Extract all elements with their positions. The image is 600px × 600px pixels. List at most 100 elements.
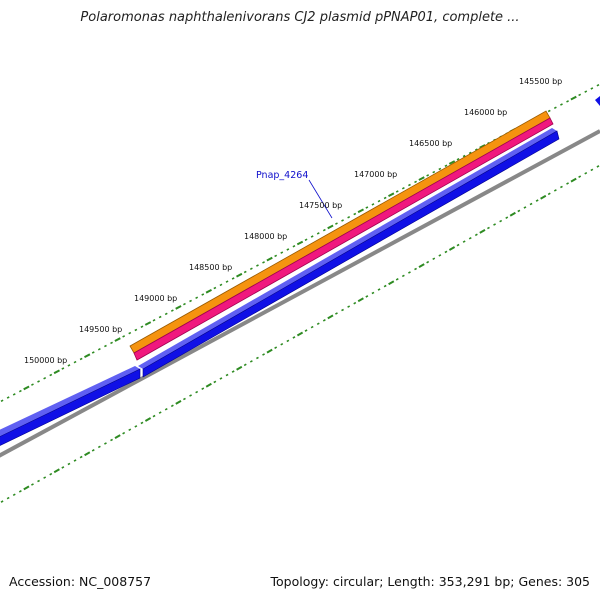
- outer-tick: [590, 87, 594, 90]
- topology-footer: Topology: circular; Length: 353,291 bp; …: [270, 574, 591, 589]
- blue-feature-left[interactable]: [0, 366, 141, 448]
- inner-tick: [327, 314, 334, 320]
- inner-tick: [225, 373, 229, 377]
- inner-tick: [114, 434, 121, 439]
- inner-tick: [195, 390, 199, 394]
- inner-tick: [493, 223, 496, 226]
- outer-tick: [310, 235, 314, 238]
- inner-tick: [231, 370, 235, 373]
- inner-tick: [189, 394, 192, 397]
- inner-tick: [438, 254, 442, 257]
- inner-tick: [535, 199, 539, 202]
- inner-tick: [79, 455, 83, 459]
- outer-tick: [231, 277, 235, 280]
- outer-tick: [322, 228, 326, 232]
- inner-tick: [479, 229, 486, 234]
- inner-tick: [529, 202, 533, 206]
- scale-label: 147500 bp: [299, 201, 342, 210]
- inner-tick: [432, 257, 436, 261]
- outer-tick: [553, 106, 557, 110]
- inner-tick: [23, 485, 30, 491]
- blue-feature-main[interactable]: [138, 128, 560, 378]
- inner-tick-ring: [0, 165, 600, 503]
- outer-tick: [296, 240, 304, 246]
- inner-tick: [134, 425, 138, 428]
- outer-tick: [97, 347, 101, 351]
- inner-tick: [296, 331, 304, 337]
- inner-tick: [43, 476, 47, 479]
- orange-feature[interactable]: [129, 110, 551, 354]
- inner-tick: [505, 216, 509, 219]
- inner-tick: [128, 428, 132, 432]
- inner-tick: [509, 211, 516, 217]
- outer-tick: [43, 376, 47, 380]
- outer-tick: [37, 380, 40, 383]
- pink-feature[interactable]: [133, 117, 554, 361]
- inner-tick: [570, 177, 577, 183]
- outer-tick: [448, 160, 456, 165]
- scale-label: 149500 bp: [79, 325, 122, 334]
- outer-tick: [183, 302, 186, 306]
- outer-tick: [353, 212, 357, 216]
- outer-tick: [249, 267, 253, 271]
- outer-tick: [274, 254, 278, 258]
- inner-tick: [365, 295, 369, 298]
- outer-tick: [140, 325, 144, 329]
- inner-tick: [395, 278, 399, 281]
- inner-tick: [426, 260, 430, 264]
- outer-tick: [560, 103, 563, 106]
- inner-tick: [18, 490, 22, 493]
- inner-tick: [540, 194, 547, 200]
- inner-tick: [152, 414, 156, 418]
- inner-tick: [286, 339, 290, 343]
- outer-tick: [6, 396, 10, 399]
- inner-tick: [219, 377, 223, 380]
- inner-tick: [553, 189, 557, 192]
- blue-feature-topright[interactable]: [595, 96, 600, 106]
- inner-tick: [408, 271, 411, 274]
- outer-tick: [286, 248, 290, 251]
- inner-tick: [560, 185, 563, 189]
- outer-tick: [432, 170, 436, 174]
- outer-tick: [122, 335, 126, 338]
- inner-tick: [310, 325, 314, 329]
- outer-tick: [584, 90, 588, 93]
- inner-tick: [104, 442, 107, 445]
- inner-tick: [122, 431, 126, 435]
- outer-tick: [164, 312, 168, 316]
- accession-footer: Accession: NC_008757: [9, 574, 152, 589]
- outer-tick: [426, 174, 430, 177]
- outer-tick: [418, 176, 425, 181]
- inner-tick: [596, 165, 600, 168]
- inner-tick: [236, 365, 243, 371]
- inner-tick: [61, 466, 65, 469]
- outer-tick: [256, 264, 259, 267]
- inner-tick: [322, 319, 326, 322]
- outer-tick: [23, 385, 30, 391]
- outer-tick: [158, 315, 162, 319]
- inner-tick: [401, 274, 405, 278]
- outer-tick: [201, 293, 205, 296]
- outer-tick: [61, 367, 65, 370]
- inner-tick: [256, 356, 259, 360]
- inner-tick: [335, 312, 338, 315]
- inner-tick: [110, 438, 113, 442]
- scale-label: 147000 bp: [354, 170, 397, 179]
- scale-label: 145500 bp: [519, 77, 562, 86]
- outer-tick: [0, 399, 4, 403]
- inner-tick: [67, 462, 71, 466]
- outer-tick: [304, 238, 308, 242]
- outer-tick: [262, 261, 265, 264]
- outer-tick: [114, 337, 121, 342]
- outer-tick: [566, 100, 569, 103]
- gene-label-pnap-4264[interactable]: Pnap_4264: [256, 170, 308, 181]
- outer-tick: [468, 151, 472, 155]
- outer-tick: [462, 154, 466, 158]
- inner-tick: [444, 250, 448, 254]
- outer-tick: [144, 321, 152, 326]
- outer-tick: [213, 286, 217, 290]
- outer-tick: [84, 353, 91, 358]
- gene-label-leader: [308, 179, 333, 219]
- inner-tick: [448, 246, 456, 251]
